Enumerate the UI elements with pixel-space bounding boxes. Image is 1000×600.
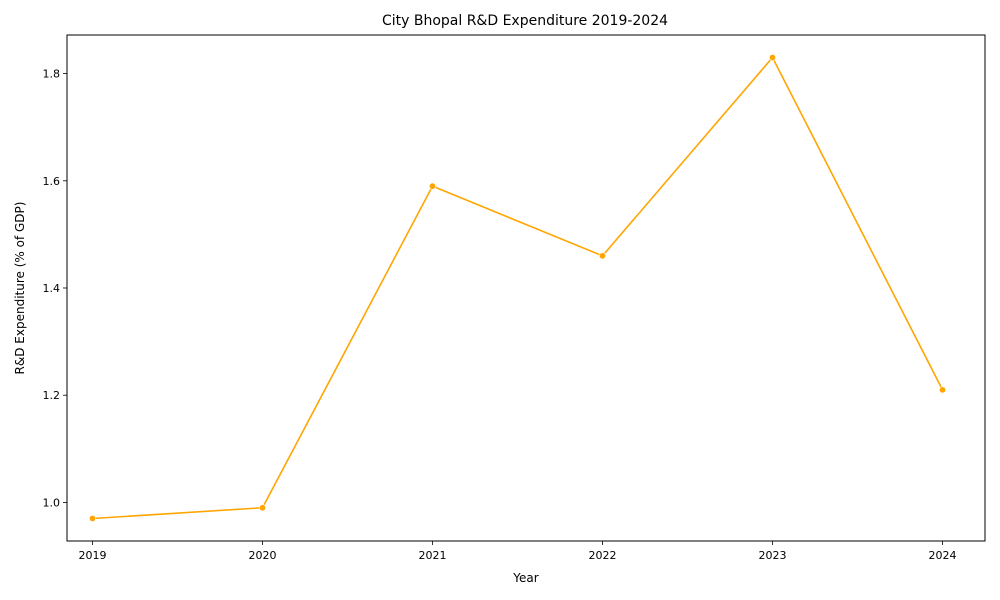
- x-tick-label: 2021: [419, 549, 447, 562]
- plot-area: [66, 34, 986, 542]
- y-axis: 1.0 1.2 1.4 1.6 1.8: [43, 68, 67, 509]
- x-axis-label: Year: [512, 571, 538, 585]
- data-point: [89, 514, 97, 522]
- x-tick-label: 2022: [589, 549, 617, 562]
- y-axis-label: R&D Expenditure (% of GDP): [13, 202, 27, 375]
- series-group: [89, 54, 946, 522]
- y-tick-label: 1.6: [43, 175, 61, 188]
- chart-title: City Bhopal R&D Expenditure 2019-2024: [382, 13, 668, 29]
- data-point: [598, 252, 606, 260]
- series-line: [92, 56, 944, 520]
- x-tick-label: 2023: [759, 549, 787, 562]
- x-axis: 2019 2020 2021 2022 2023 2024: [79, 541, 957, 562]
- y-tick-label: 1.0: [43, 496, 61, 509]
- data-point: [938, 386, 946, 394]
- y-tick-label: 1.2: [43, 389, 61, 402]
- data-point: [768, 54, 776, 62]
- data-point: [428, 182, 436, 190]
- plot-frame: [66, 34, 986, 542]
- x-tick-label: 2019: [79, 549, 107, 562]
- y-tick-label: 1.4: [43, 282, 61, 295]
- x-tick-label: 2024: [929, 549, 957, 562]
- data-point: [258, 504, 266, 512]
- y-tick-label: 1.8: [43, 68, 61, 81]
- x-tick-label: 2020: [249, 549, 277, 562]
